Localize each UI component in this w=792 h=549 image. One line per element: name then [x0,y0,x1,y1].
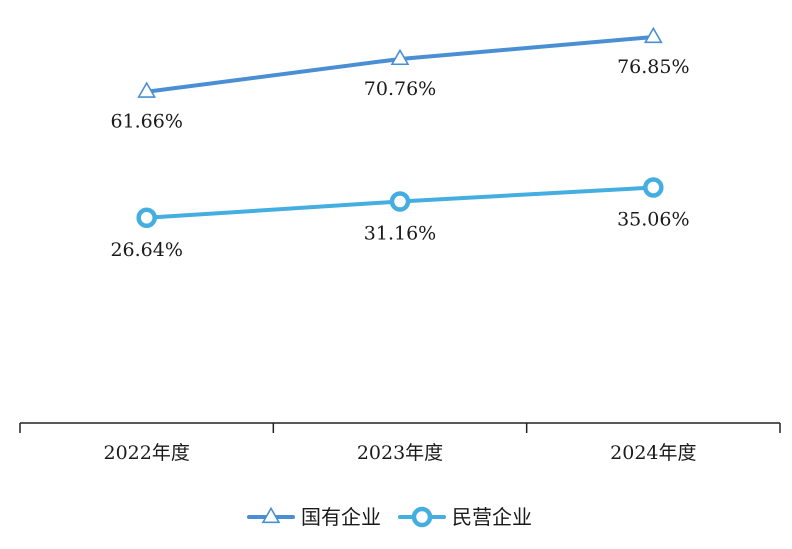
circle-marker [643,177,664,198]
x-tick-label: 2022年度 [103,442,189,464]
data-label: 26.64% [110,239,182,261]
series-layer: 61.66% 70.76% 76.85% 26.64% 31.16% 35.06% [110,26,690,261]
x-tick-label: 2024年度 [610,442,696,464]
circle-marker [389,191,411,212]
data-label: 35.06% [617,208,689,230]
series-1: 61.66% 70.76% 76.85% [110,26,690,133]
x-tick-label: 2023年度 [357,442,443,464]
triangle-marker [137,81,157,98]
legend-item-1: 国有企业 [247,505,381,529]
circle-marker [136,207,157,229]
legend-label: 国有企业 [301,505,381,529]
data-label: 61.66% [110,111,182,133]
series-2: 26.64% 31.16% 35.06% [110,177,690,261]
legend-label: 民营企业 [452,505,532,529]
legend: 国有企业 民营企业 [247,505,532,529]
legend-triangle-icon [261,506,281,524]
legend-circle-icon [411,506,433,528]
triangle-marker [643,26,663,44]
data-label: 70.76% [364,78,436,100]
x-axis: 2022年度 2023年度 2024年度 [19,422,781,464]
legend-item-2: 民营企业 [398,505,532,529]
data-label: 31.16% [364,223,436,245]
triangle-marker [390,48,410,66]
data-label: 76.85% [617,56,689,78]
